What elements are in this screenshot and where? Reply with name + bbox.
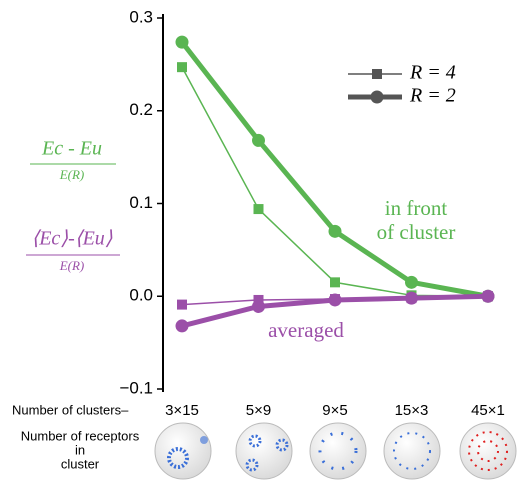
marker bbox=[328, 224, 342, 238]
sphere bbox=[235, 422, 293, 480]
y-label-numerator: ⟨Ec⟩-⟨Eu⟩ bbox=[31, 228, 112, 250]
y-label-green: Ec - Eu E(R) bbox=[30, 138, 116, 182]
cluster-dots bbox=[200, 436, 208, 444]
y-label-purple: ⟨Ec⟩-⟨Eu⟩ E(R) bbox=[26, 228, 120, 273]
y-tick-label: 0.3 bbox=[129, 7, 153, 26]
sphere bbox=[309, 422, 367, 480]
x-label: cluster bbox=[61, 456, 100, 471]
marker bbox=[330, 277, 340, 288]
cluster-dots bbox=[248, 434, 262, 448]
marker bbox=[175, 319, 189, 333]
marker bbox=[252, 299, 265, 313]
annotation: of cluster bbox=[377, 220, 456, 244]
marker bbox=[252, 133, 265, 147]
x-label: Number of clusters– bbox=[12, 402, 129, 417]
y-tick-label: 0.0 bbox=[129, 286, 153, 305]
y-label-numerator: Ec - Eu bbox=[41, 138, 102, 160]
y-tick-label: −0.1 bbox=[119, 378, 153, 397]
annotation: in front bbox=[385, 196, 448, 220]
spheres bbox=[154, 422, 517, 480]
marker bbox=[177, 62, 187, 73]
legend-marker bbox=[372, 69, 382, 79]
y-tick-label: 0.1 bbox=[129, 193, 153, 212]
x-tick-label: 5×9 bbox=[246, 402, 271, 419]
y-label-denominator: E(R) bbox=[59, 258, 85, 273]
y-tick-label: 0.2 bbox=[129, 100, 153, 119]
cluster-dots bbox=[468, 431, 508, 471]
x-tick-label: 9×5 bbox=[322, 402, 347, 419]
legend-label: R = 4 bbox=[409, 62, 456, 84]
x-tick-label: 45×1 bbox=[471, 402, 505, 419]
annotation: averaged bbox=[268, 318, 344, 342]
marker bbox=[175, 35, 189, 49]
x-tick-label: 15×3 bbox=[395, 402, 429, 419]
marker bbox=[177, 299, 187, 310]
x-label: Number of receptors bbox=[21, 428, 140, 443]
cluster-dots bbox=[318, 431, 358, 471]
marker bbox=[481, 289, 495, 303]
x-label: in bbox=[75, 442, 85, 457]
cluster-dots bbox=[275, 438, 289, 452]
legend-label: R = 2 bbox=[409, 85, 456, 107]
marker bbox=[405, 275, 418, 289]
marker bbox=[405, 291, 418, 305]
cluster-dots bbox=[245, 458, 259, 472]
cluster-dots bbox=[477, 440, 499, 462]
sphere bbox=[383, 422, 441, 480]
cluster-dots bbox=[167, 447, 189, 469]
cluster-dots bbox=[393, 432, 431, 470]
marker bbox=[253, 204, 264, 215]
sphere bbox=[154, 422, 212, 480]
marker bbox=[328, 293, 342, 307]
x-tick-label: 3×15 bbox=[165, 402, 199, 419]
y-label-denominator: E(R) bbox=[59, 167, 85, 182]
legend-marker bbox=[370, 90, 384, 104]
